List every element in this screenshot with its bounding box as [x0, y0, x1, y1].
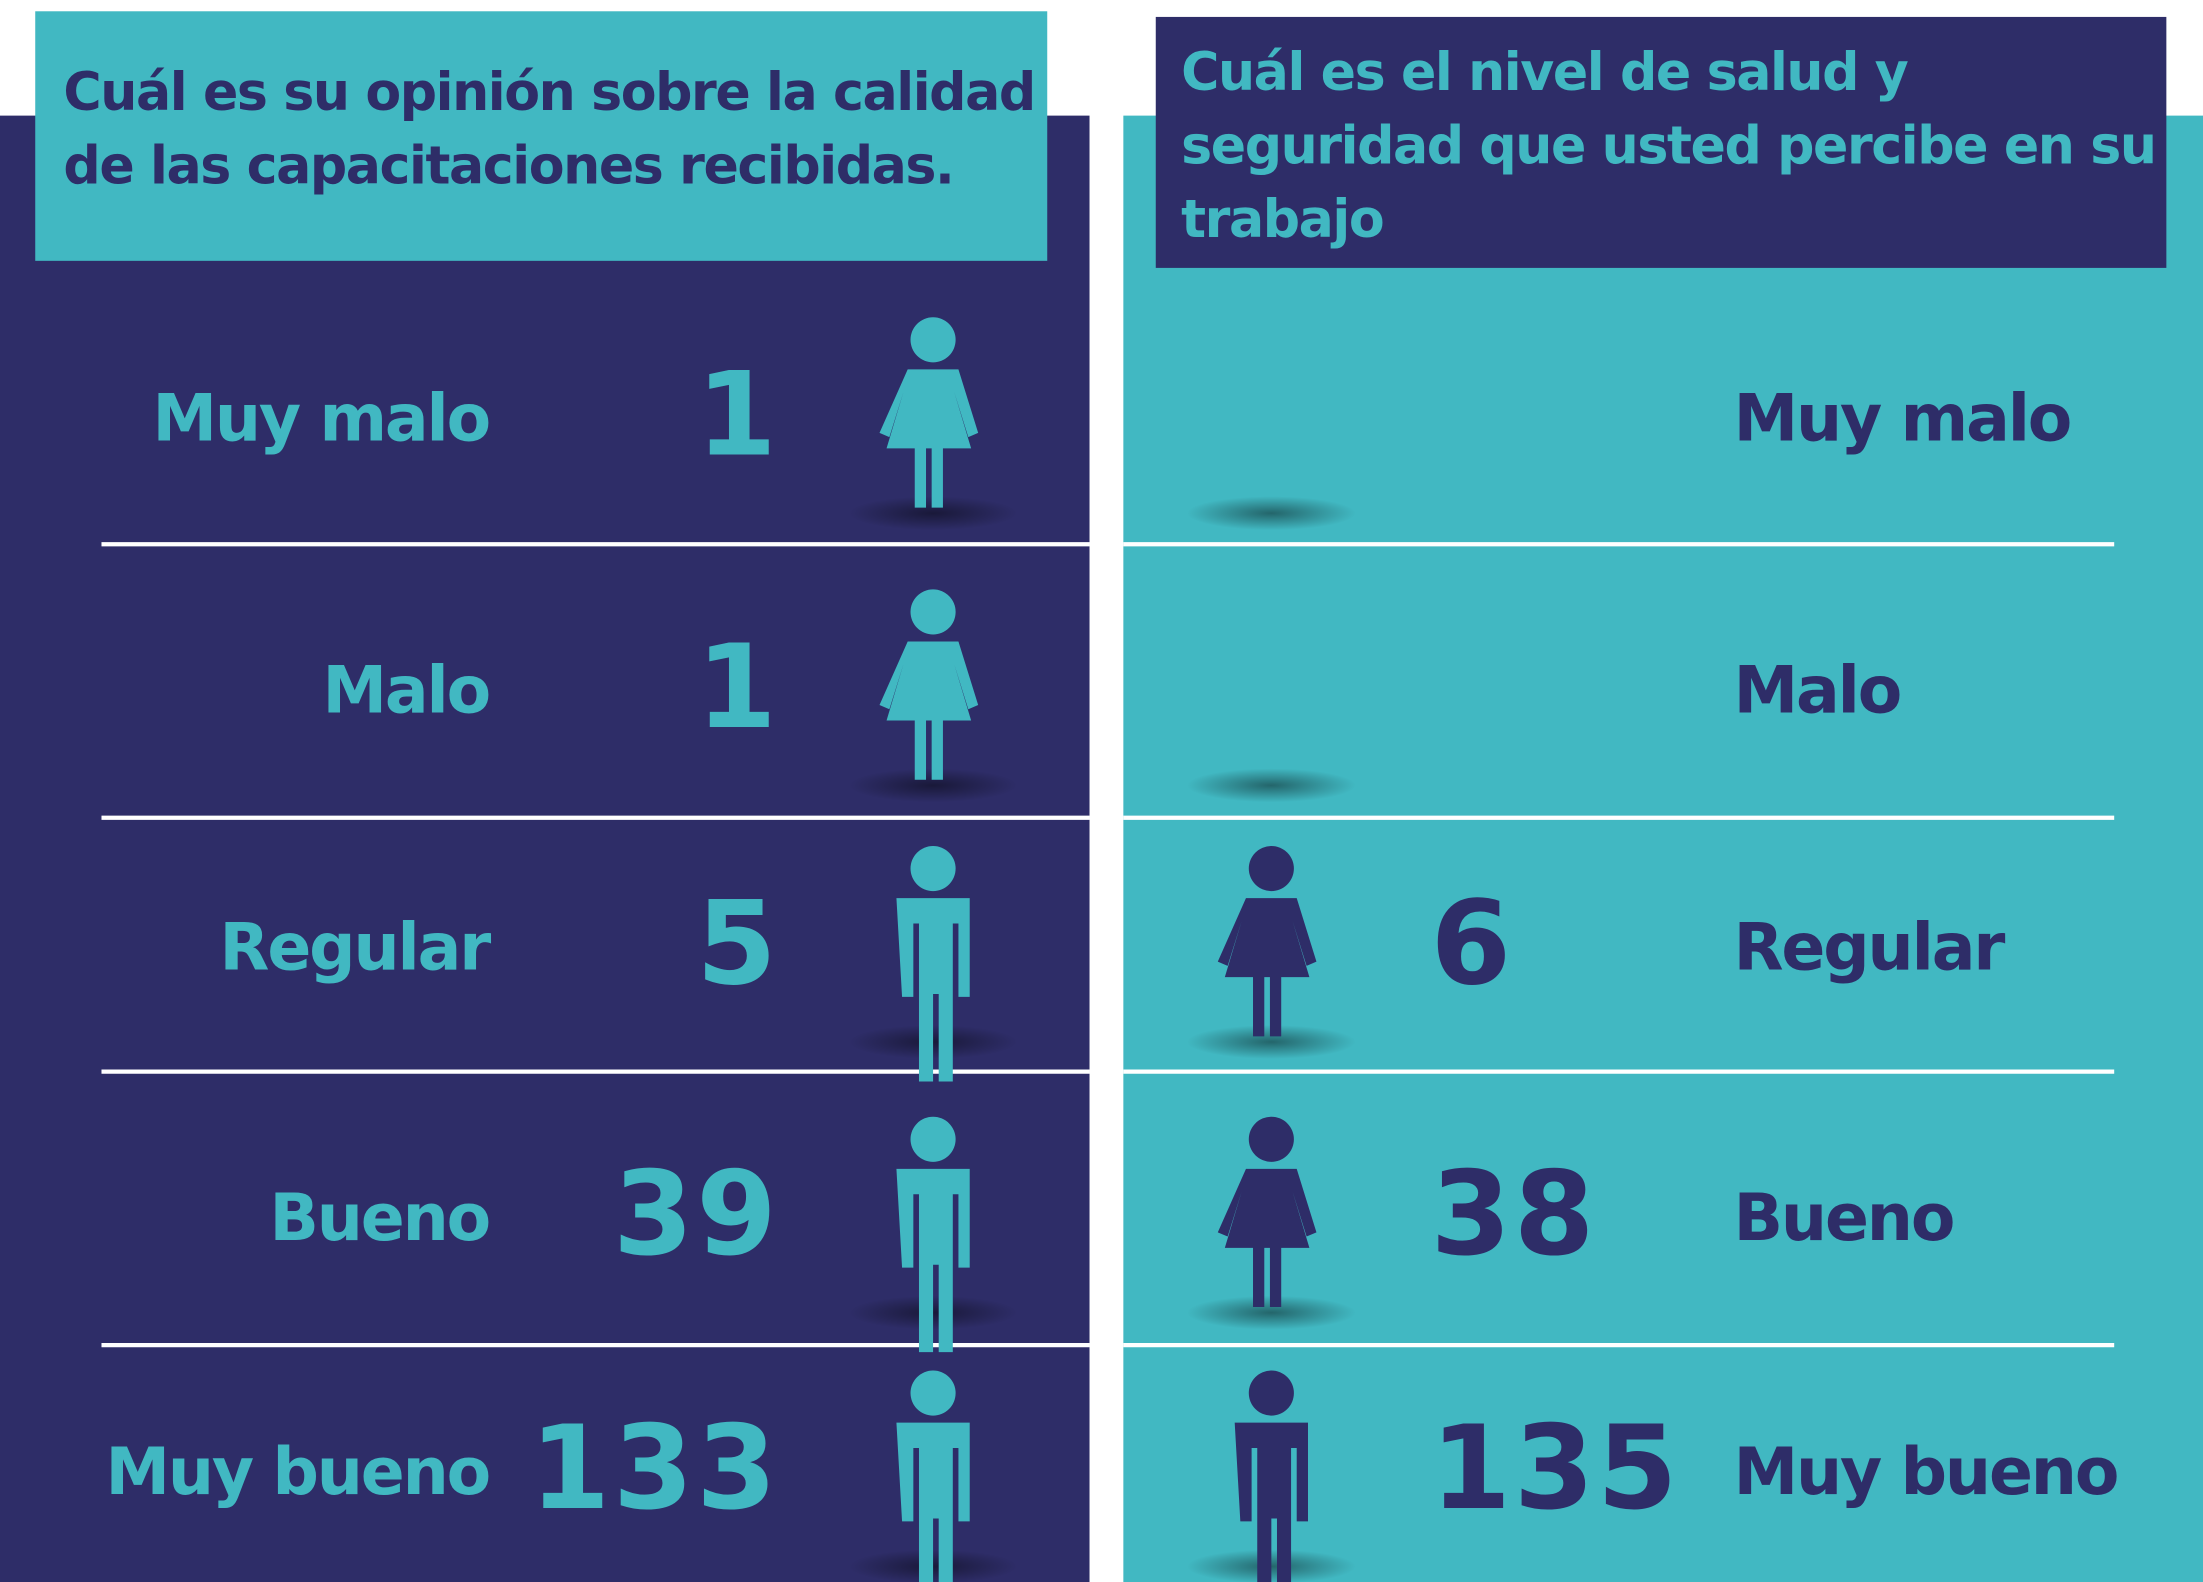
icon-head [1248, 845, 1294, 892]
icon-shadow [848, 496, 1018, 531]
icon-body [896, 1168, 970, 1353]
panel-title: de las capacitaciones recibidas. [63, 136, 953, 196]
row-label: Malo [323, 654, 490, 729]
icon-body [1234, 1422, 1308, 1582]
icon-shadow [1186, 1295, 1356, 1330]
icon-head [910, 317, 956, 363]
row-count: 133 [530, 1402, 780, 1536]
row-count: 1 [696, 349, 779, 483]
icon-head [910, 1370, 956, 1416]
icon-body [896, 1422, 970, 1582]
icon-body [1217, 898, 1317, 1037]
row-count: 1 [696, 621, 779, 755]
icon-head [910, 589, 956, 635]
row-count: 38 [1431, 1148, 1597, 1282]
panel-title: seguridad que usted percibe en su [1181, 117, 2155, 177]
icon-shadow [1186, 496, 1356, 531]
left-title-box [35, 11, 1048, 261]
icon-shadow [1186, 768, 1356, 803]
icon-shadow [1186, 1025, 1356, 1059]
icon-head [910, 1116, 956, 1162]
row-count: 135 [1431, 1402, 1681, 1536]
panel-title: trabajo [1181, 190, 1383, 250]
right-title-box [1155, 16, 2167, 268]
row-count: 39 [613, 1148, 779, 1282]
row-label: Malo [1734, 654, 1901, 729]
icon-head [1248, 1370, 1294, 1416]
row-label: Bueno [269, 1181, 489, 1256]
icon-body [896, 898, 970, 1082]
icon-head [1248, 1116, 1294, 1162]
icon-shadow [848, 768, 1018, 803]
icon-body [1217, 1168, 1317, 1308]
panel-title: Cuál es su opinión sobre la calidad [63, 63, 1034, 123]
row-label: Regular [220, 910, 492, 985]
row-label: Muy bueno [105, 1435, 489, 1510]
right-panel [1123, 115, 2203, 1582]
row-count: 6 [1431, 877, 1514, 1011]
icon-shadow [1186, 1549, 1356, 1582]
row-label: Muy bueno [1734, 1435, 2118, 1510]
row-label: Muy malo [1734, 382, 2071, 457]
row-label: Muy malo [153, 382, 490, 457]
icon-body [879, 641, 979, 780]
icon-body [879, 369, 979, 508]
row-count: 5 [696, 877, 779, 1011]
icon-head [910, 845, 956, 892]
left-panel [0, 115, 1090, 1582]
panel-title: Cuál es el nivel de salud y [1181, 43, 1909, 103]
row-label: Regular [1734, 910, 2006, 985]
row-label: Bueno [1734, 1181, 1954, 1256]
